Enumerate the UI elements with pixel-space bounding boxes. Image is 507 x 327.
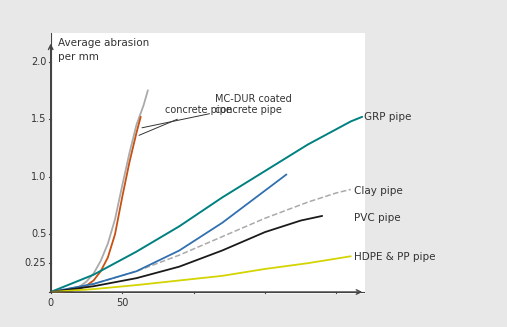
- Text: 2.0: 2.0: [31, 57, 47, 66]
- Text: 1.5: 1.5: [31, 114, 47, 124]
- Text: PVC pipe: PVC pipe: [353, 213, 400, 223]
- Text: MC-DUR coated
concrete pipe: MC-DUR coated concrete pipe: [142, 94, 292, 128]
- Text: HDPE & PP pipe: HDPE & PP pipe: [353, 252, 435, 263]
- Text: 50: 50: [116, 298, 128, 308]
- Text: 0: 0: [48, 298, 54, 308]
- Text: 1.0: 1.0: [31, 172, 47, 182]
- Text: 0.25: 0.25: [25, 258, 47, 268]
- Text: Clay pipe: Clay pipe: [353, 186, 403, 196]
- Text: concrete pipe: concrete pipe: [139, 105, 232, 135]
- Text: 0.5: 0.5: [31, 229, 47, 239]
- Text: Average abrasion: Average abrasion: [58, 38, 149, 48]
- Text: per mm: per mm: [58, 52, 99, 61]
- Text: GRP pipe: GRP pipe: [364, 112, 411, 122]
